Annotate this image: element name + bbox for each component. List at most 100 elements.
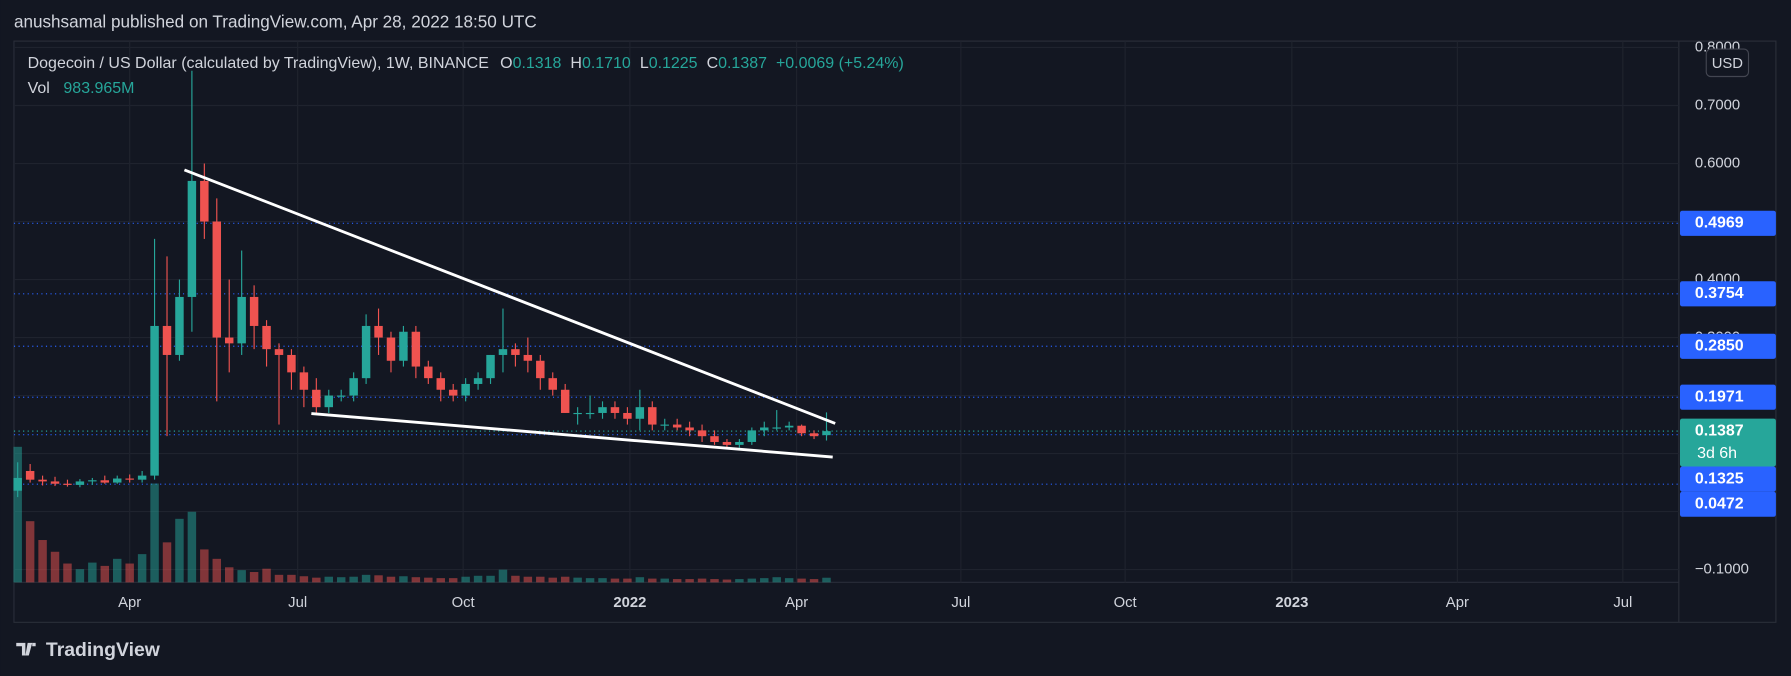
candle-body <box>224 337 234 344</box>
volume-bar <box>237 570 246 583</box>
volume-bar <box>63 563 72 583</box>
currency[interactable]: USD <box>1712 56 1743 72</box>
volume-bar <box>598 578 607 583</box>
y-tick-label: −0.1000 <box>1695 562 1749 578</box>
volume-bar <box>374 575 383 583</box>
volume-bar <box>424 577 433 583</box>
candle-body <box>623 412 632 419</box>
candle-body <box>162 325 172 355</box>
ohlc-value: 0.1318 <box>513 55 562 72</box>
volume-bar <box>249 572 259 583</box>
candle-body <box>187 180 197 297</box>
ohlc-value: 0.1225 <box>649 55 698 72</box>
grid <box>13 41 1679 583</box>
volume-bar <box>274 574 284 583</box>
candle-body <box>175 296 184 355</box>
price-tag <box>1679 466 1776 492</box>
x-tick-label: Apr <box>785 595 808 611</box>
volume-bar <box>100 565 110 583</box>
volume-bar <box>299 576 309 583</box>
volume-bar <box>660 578 669 583</box>
candle-body <box>150 325 159 476</box>
volume-bar <box>498 569 508 583</box>
x-tick-label: Jul <box>288 595 307 611</box>
candle-body <box>100 480 110 483</box>
candle-body <box>536 360 545 379</box>
x-tick-label: Apr <box>118 595 141 611</box>
x-tick-label: Jul <box>951 595 970 611</box>
volume-bar <box>75 569 85 583</box>
volume-bar <box>150 483 159 583</box>
volume-bar <box>710 579 719 583</box>
volume-bar <box>573 577 582 583</box>
candle-body <box>797 425 806 434</box>
volume-bar <box>312 577 321 583</box>
candle-body <box>498 349 508 355</box>
trendline <box>311 412 833 459</box>
candle-body <box>262 325 271 350</box>
price-tag-label: 0.1971 <box>1695 388 1744 405</box>
volume-bar <box>461 576 470 583</box>
change: +0.0069 (+5.24%) <box>776 55 904 72</box>
volume-bar <box>473 575 483 583</box>
volume-bar <box>448 578 458 583</box>
plot <box>13 70 836 583</box>
volume-bar <box>548 577 557 583</box>
byline: anushsamal published on TradingView.com,… <box>14 12 537 31</box>
candle-body <box>461 383 470 396</box>
volume-bar <box>361 574 371 583</box>
candle-body <box>411 331 421 367</box>
volume-bar <box>436 578 445 583</box>
candle-body <box>685 427 694 431</box>
candle-body <box>274 349 284 355</box>
candle-body <box>660 424 669 426</box>
volume-bar <box>38 540 47 583</box>
volume-bar <box>88 562 97 583</box>
volume-bar <box>224 567 234 583</box>
volume-bar <box>113 558 122 583</box>
candle-body <box>710 436 719 442</box>
volume-bar <box>386 576 396 583</box>
volume-bar <box>187 511 197 583</box>
candle-body <box>38 479 47 482</box>
candle-body <box>361 325 371 379</box>
price-tag <box>1679 491 1776 517</box>
x-tick-label: Oct <box>1114 595 1138 611</box>
candle-body <box>772 427 781 429</box>
x-tick-label: 2022 <box>613 595 646 611</box>
candle-body <box>399 331 408 361</box>
volume-bar <box>137 554 147 583</box>
volume-bar <box>175 518 184 583</box>
volume-bar <box>760 578 769 583</box>
symbol: Dogecoin / US Dollar (calculated by Trad… <box>28 55 489 72</box>
candle-body <box>237 296 246 344</box>
currency-box[interactable] <box>1705 48 1750 78</box>
candle-body <box>722 441 732 445</box>
candle-body <box>573 412 582 415</box>
candle-body <box>822 431 831 436</box>
candle-body <box>585 412 595 415</box>
candle-body <box>324 395 333 408</box>
volume-bar <box>648 578 657 583</box>
volume-bar <box>585 578 595 583</box>
volume-bar <box>772 577 781 583</box>
ohlc-value: 0.1710 <box>582 55 631 72</box>
volume-bar <box>635 577 645 583</box>
volume-bar <box>200 549 209 583</box>
volume-bar <box>623 578 632 583</box>
x-tick-label: Oct <box>452 595 476 611</box>
candle-body <box>735 441 744 445</box>
candle-body <box>386 337 396 361</box>
x-tick-label: Apr <box>1446 595 1469 611</box>
ohlc-key: C <box>707 55 719 72</box>
logo <box>16 642 36 656</box>
candle-body <box>672 424 682 428</box>
price-tag <box>1679 210 1776 236</box>
volume-bar <box>13 446 22 583</box>
candle-body <box>424 366 433 379</box>
volume-bar <box>324 576 333 583</box>
price-tag <box>1679 384 1776 410</box>
volume-bar <box>411 577 421 583</box>
volume-bar <box>809 579 819 583</box>
